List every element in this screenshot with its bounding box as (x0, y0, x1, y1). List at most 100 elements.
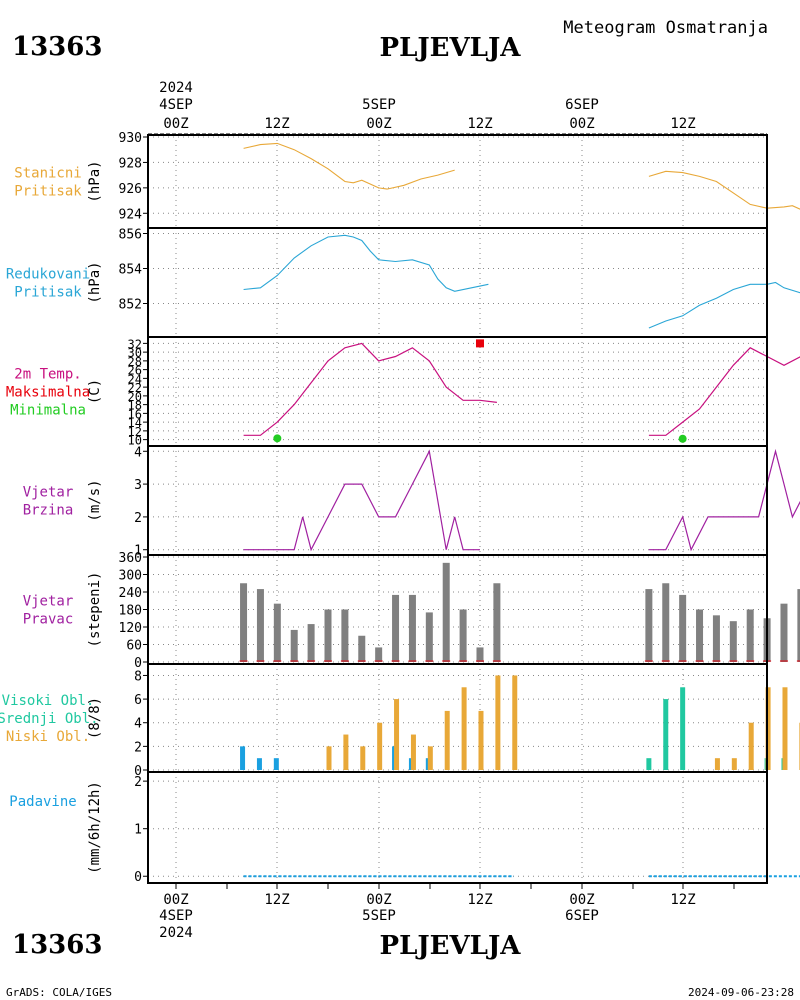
credit-text: GrADS: COLA/IGES (6, 986, 112, 999)
panel-label: Pritisak (14, 184, 82, 200)
y-tick-label: 360 (119, 551, 142, 566)
wind-dir-bar (307, 624, 315, 662)
panel-7 (175, 772, 684, 883)
station-name-bottom: PLJEVLJA (380, 931, 522, 961)
panel-unit: (hPa) (87, 160, 103, 202)
panel-frame (147, 771, 768, 884)
cloud-bar (765, 687, 771, 770)
wind-dir-bars (239, 562, 800, 662)
wind-dir-bar (696, 609, 704, 662)
series-line (648, 170, 800, 210)
y-axis-panel-1: 924 926 928 930 (119, 131, 767, 222)
wind-dir-bar (358, 635, 366, 662)
bottom-day-label: 5SEP (362, 908, 396, 924)
panel-label: Pritisak (14, 285, 82, 301)
y-tick-label: 28 (128, 355, 142, 369)
bottom-12z-label: 12Z (467, 892, 492, 908)
y-tick-label: 22 (128, 381, 142, 395)
series-line (243, 449, 480, 552)
min-temp-marker (678, 434, 687, 443)
cloud-bar (377, 722, 383, 770)
panel-frame (147, 445, 768, 556)
y-tick-label: 3 (134, 478, 142, 493)
y-tick-label: 24 (128, 372, 142, 386)
panel-frame (147, 134, 768, 229)
cloud-bar (427, 746, 433, 770)
wind-dir-bar (712, 615, 720, 662)
y-tick-label: 4 (134, 445, 142, 460)
y-tick-label: 926 (119, 182, 142, 197)
panel-4 (175, 446, 684, 555)
y-tick-label: 0 (134, 764, 142, 779)
wind-dir-bar (392, 594, 400, 662)
y-tick-label: 2 (134, 740, 142, 755)
y-tick-label: 12 (128, 425, 142, 439)
top-00z-label: 00Z (163, 116, 188, 132)
min-temp-marker (273, 434, 282, 443)
y-tick-label: 300 (119, 569, 142, 584)
y-tick-label: 14 (128, 416, 142, 430)
y-tick-label: 854 (119, 263, 143, 278)
cloud-bar (273, 758, 279, 770)
panel-label: Brzina (23, 503, 74, 519)
y-tick-label: 10 (128, 434, 142, 448)
panel-unit: (8/8) (87, 697, 103, 739)
series-line (243, 234, 489, 292)
wind-dir-bar (729, 621, 737, 662)
series-panel-3 (243, 342, 800, 436)
panel-label: Padavine (9, 794, 76, 810)
y-axis-panel-2: 852 854 856 (119, 228, 767, 313)
max-temp-marker (475, 339, 484, 348)
wind-dir-bar (493, 583, 501, 662)
bottom-year-label: 2024 (159, 925, 193, 941)
cloud-bar (663, 699, 669, 770)
panel-2 (175, 228, 684, 337)
wind-dir-bar (408, 594, 416, 662)
cloud-bar (394, 699, 400, 770)
cloud-bar (495, 675, 501, 770)
series-line (648, 448, 800, 552)
panel-unit: (hPa) (87, 261, 103, 303)
y-tick-label: 6 (134, 693, 142, 708)
wind-dir-bar (425, 612, 433, 662)
panel-label: Maksimalna (6, 385, 90, 401)
top-day-label: 5SEP (362, 97, 396, 113)
station-id-top: 13363 (12, 32, 102, 62)
y-tick-label: 16 (128, 407, 142, 421)
cloud-bar (748, 722, 754, 770)
y-tick-label: 4 (134, 717, 142, 732)
timestamp-text: 2024-09-06-23:28 (688, 986, 794, 999)
top-12z-label: 12Z (670, 116, 695, 132)
bottom-day-label: 6SEP (565, 908, 599, 924)
top-day-label: 6SEP (565, 97, 599, 113)
cloud-bar (478, 710, 484, 770)
cloud-bar (360, 746, 366, 770)
cloud-bar (646, 758, 652, 770)
cloud-bar (461, 687, 467, 770)
top-12z-label: 12Z (467, 116, 492, 132)
top-00z-label: 00Z (569, 116, 594, 132)
wind-dir-bar (746, 609, 754, 662)
y-tick-label: 18 (128, 399, 142, 413)
precip-bars (243, 875, 800, 878)
cloud-bar (714, 758, 720, 770)
panel-label: Pravac (23, 612, 74, 628)
wind-dir-bar (442, 562, 450, 662)
bottom-00z-label: 00Z (163, 892, 188, 908)
y-tick-label: 60 (126, 639, 142, 654)
cloud-bar (782, 687, 788, 770)
y-tick-label: 240 (119, 586, 142, 601)
panel-label: Vjetar (23, 485, 74, 501)
y-tick-label: 20 (128, 390, 142, 404)
panel-frame (147, 227, 768, 338)
cloud-bar (240, 746, 246, 770)
y-tick-label: 2 (134, 511, 142, 526)
wind-dir-bar (240, 583, 248, 662)
y-tick-label: 30 (128, 346, 142, 360)
wind-dir-bar (375, 647, 383, 662)
y-tick-label: 0 (134, 656, 142, 671)
panel-unit: (C) (87, 379, 103, 404)
y-axis-panel-7: 0 1 2 (134, 775, 767, 885)
